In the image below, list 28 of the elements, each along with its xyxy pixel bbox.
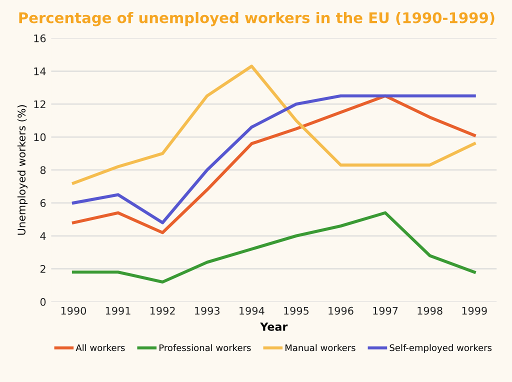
x-tick-label: 1990 [61, 306, 86, 315]
x-tick-label: 1996 [328, 306, 354, 315]
chart-title: Percentage of unemployed workers in the EU (1990-1999) [19, 12, 494, 26]
line-series [72, 211, 476, 284]
x-tick-label: 1995 [284, 306, 309, 315]
y-tick-label: 16 [34, 34, 46, 42]
y-tick-label: 8 [40, 166, 46, 174]
y-tick-label: 12 [34, 100, 46, 108]
y-tick-label: 14 [34, 68, 46, 76]
y-axis-title: Unemployed workers (%) [17, 105, 28, 235]
x-tick-label: 1991 [106, 306, 130, 315]
legend-label: Professional workers [160, 344, 251, 352]
x-tick-label: 1992 [150, 306, 175, 315]
y-tick-label: 10 [34, 133, 46, 142]
x-axis-title: Year [260, 322, 288, 331]
y-tick-label: 6 [40, 199, 46, 208]
x-tick-label: 1997 [373, 306, 398, 315]
x-tick-label: 1994 [240, 306, 264, 315]
line-series [72, 64, 476, 185]
y-tick-label: 4 [40, 232, 46, 240]
legend-label: Manual workers [286, 344, 356, 352]
y-tick-label: 2 [40, 265, 46, 273]
legend-label: All workers [76, 344, 125, 352]
y-tick-label: 0 [40, 298, 46, 306]
x-tick-label: 1999 [462, 306, 487, 315]
x-tick-label: 1998 [418, 306, 442, 315]
legend-label: Self-employed workers [390, 344, 492, 353]
x-tick-label: 1993 [194, 306, 220, 315]
